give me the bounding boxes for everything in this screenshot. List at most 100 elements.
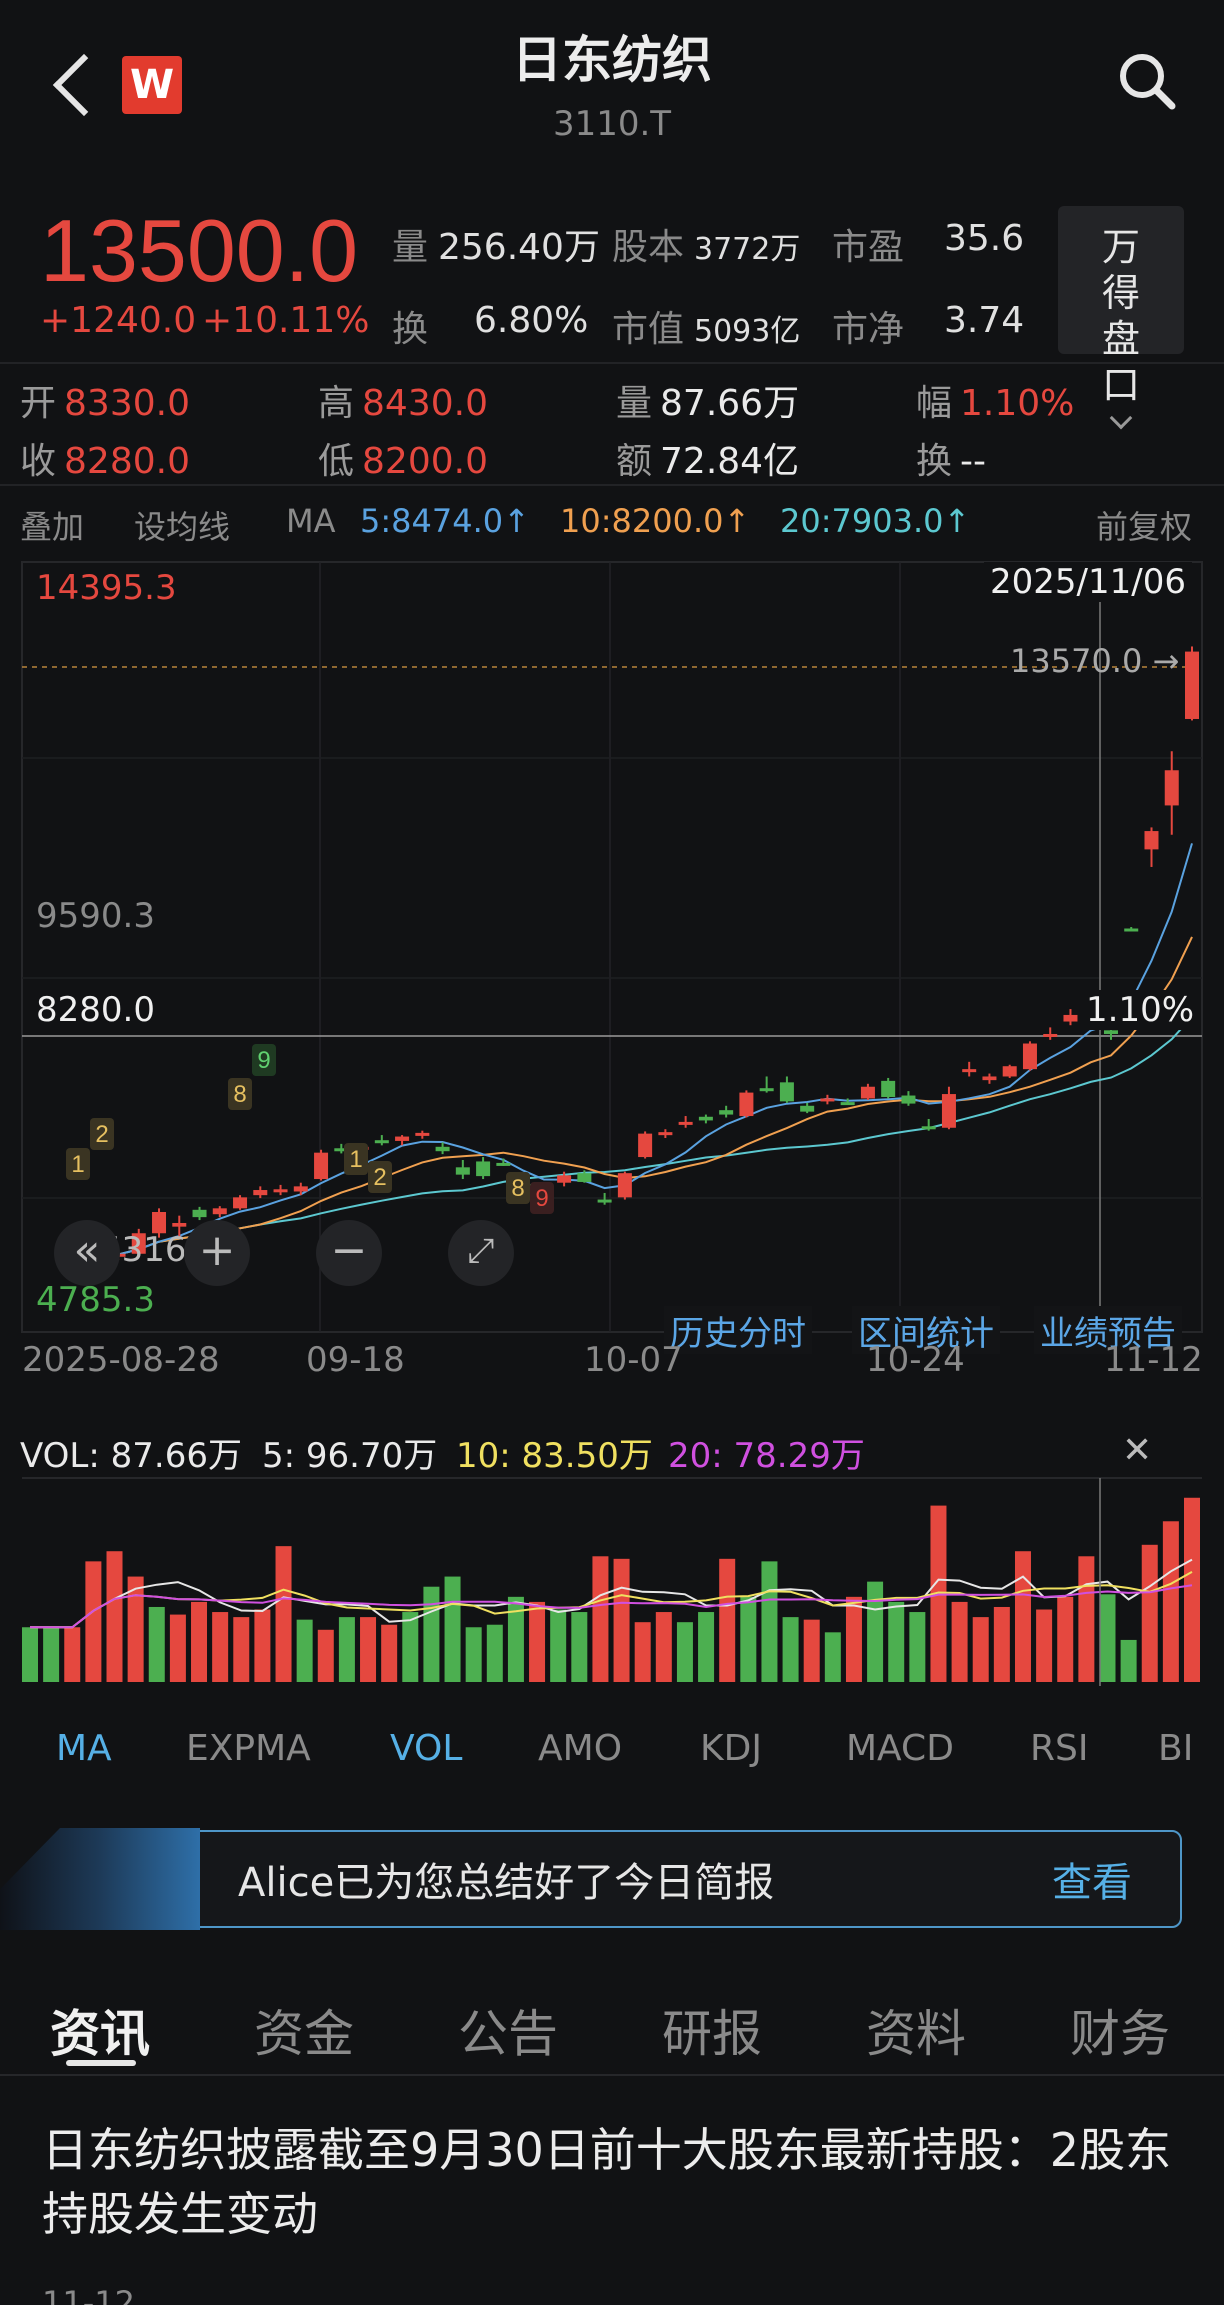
volume-bar [423, 1586, 440, 1682]
divider [0, 2074, 1224, 2076]
candle-body [597, 1199, 612, 1203]
indicator-macd[interactable]: MACD [846, 1728, 954, 1769]
volume-bar [486, 1624, 503, 1682]
volume-bar [1014, 1551, 1031, 1682]
candle-body [557, 1175, 572, 1183]
volume-bar [338, 1617, 355, 1682]
tab-announcements[interactable]: 公告 [458, 2005, 558, 2063]
candle-body [435, 1146, 450, 1152]
price-axis-mid: 9590.3 [36, 896, 155, 936]
stat-label-turnover: 换 [392, 309, 429, 350]
volume-bar [592, 1556, 609, 1682]
candle-body [840, 1102, 855, 1106]
header: W 日东纺织 3110.T [0, 0, 1224, 200]
wind-logo-icon[interactable]: W [122, 56, 182, 114]
ma5-line [77, 843, 1193, 1256]
candle-body [131, 1233, 146, 1254]
interval-stats-button[interactable]: 区间统计 [852, 1306, 1000, 1354]
tab-financials[interactable]: 财务 [1070, 2005, 1170, 2063]
zoom-out-icon[interactable]: − [316, 1220, 382, 1286]
crosshair-date-label: 2025/11/06 [984, 562, 1192, 602]
signal-badge-text: 9 [257, 1047, 270, 1074]
candle-body [962, 1069, 977, 1073]
set-ma-button[interactable]: 设均线 [134, 508, 231, 546]
candle-body [172, 1222, 187, 1227]
view-briefing-button[interactable]: 查看 [1052, 1860, 1132, 1906]
volume-bar [550, 1609, 567, 1682]
volume-bar [803, 1619, 820, 1682]
volume-bar [43, 1627, 60, 1682]
volume-bar [1162, 1521, 1179, 1682]
wind-orderbook-button[interactable]: 万得盘口 [1058, 206, 1184, 430]
last-price-label: 13570.0 → [1010, 642, 1180, 680]
volume-bar [867, 1581, 884, 1682]
candle-body [1002, 1066, 1017, 1077]
indicator-bias[interactable]: BI [1158, 1728, 1194, 1769]
candle-body [273, 1189, 288, 1193]
volume-bar [64, 1627, 81, 1682]
candle-body [374, 1140, 389, 1144]
volume-bar [634, 1622, 651, 1682]
volume-bar [698, 1612, 715, 1682]
vol-ma10: 10: 83.50万 [456, 1436, 653, 1476]
indicator-expma[interactable]: EXPMA [186, 1728, 311, 1769]
vol-ma20: 20: 78.29万 [668, 1436, 865, 1476]
volume-bar [1057, 1596, 1074, 1682]
history-intraday-button[interactable]: 历史分时 [664, 1306, 812, 1354]
volume-bar [169, 1614, 186, 1682]
adjust-button[interactable]: 前复权 [1096, 508, 1193, 546]
candle-body [820, 1098, 835, 1102]
signal-badge-text: 8 [511, 1175, 524, 1202]
crosshair-pct-label: 1.10% [1080, 990, 1201, 1030]
indicator-amo[interactable]: AMO [538, 1728, 623, 1769]
volume-bar [972, 1617, 989, 1682]
vol-ma20-line [30, 1584, 1193, 1629]
news-headline[interactable]: 日东纺织披露截至9月30日前十大股东最新持股：2股东持股发生变动 [42, 2123, 1172, 2241]
fullscreen-icon[interactable]: ⤢ [448, 1220, 514, 1286]
earnings-forecast-button[interactable]: 业绩预告 [1034, 1306, 1182, 1354]
volume-bar [106, 1551, 123, 1682]
indicator-kdj[interactable]: KDJ [700, 1728, 762, 1769]
volume-bar [507, 1596, 524, 1682]
volume-bar [148, 1606, 165, 1682]
ma-label: MA [286, 502, 336, 540]
volume-bar [465, 1627, 482, 1682]
chart-frame [21, 561, 1203, 1333]
tab-news[interactable]: 资讯 [50, 2005, 150, 2063]
tab-funds[interactable]: 资金 [254, 2005, 354, 2063]
ai-briefing-banner[interactable] [96, 1830, 1182, 1928]
ma10-line [77, 936, 1193, 1256]
scroll-left-icon[interactable]: « [54, 1220, 120, 1286]
zoom-in-icon[interactable]: + [184, 1220, 250, 1286]
signal-badge [530, 1182, 554, 1214]
candle-body [212, 1208, 227, 1215]
indicator-rsi[interactable]: RSI [1030, 1728, 1089, 1769]
indicator-vol[interactable]: VOL [390, 1728, 463, 1769]
date-label: 09-18 [306, 1340, 405, 1380]
candle-body [496, 1162, 511, 1166]
stat-value-shares: 3772万 [694, 232, 801, 267]
ohlc-high: 高 8430.0 [318, 383, 488, 424]
volume-bar [761, 1561, 778, 1682]
ma10-value: 10:8200.0↑ [560, 502, 751, 540]
page-title: 日东纺织 [512, 31, 712, 89]
stat-value-turnover: 6.80% [474, 300, 589, 341]
candle-body [455, 1167, 470, 1175]
overlay-button[interactable]: 叠加 [20, 508, 85, 546]
indicator-ma[interactable]: MA [56, 1728, 112, 1769]
signal-badge [368, 1161, 392, 1193]
date-label: 2025-08-28 [22, 1340, 220, 1380]
candle-body [800, 1105, 815, 1112]
tab-profile[interactable]: 资料 [866, 2005, 966, 2063]
signal-badge-text: 2 [373, 1164, 386, 1191]
search-icon[interactable] [1118, 52, 1176, 110]
signal-badge [66, 1148, 90, 1180]
active-tab-indicator [66, 2060, 136, 2066]
close-volume-icon[interactable]: ✕ [1122, 1430, 1153, 1471]
current-price: 13500.0 [40, 201, 359, 300]
volume-bar [655, 1612, 672, 1682]
ohlc-amount: 额 72.84亿 [616, 441, 800, 482]
news-date: 11-12 [42, 2284, 135, 2305]
stock-code: 3110.T [552, 104, 672, 144]
tab-research[interactable]: 研报 [662, 2005, 762, 2063]
